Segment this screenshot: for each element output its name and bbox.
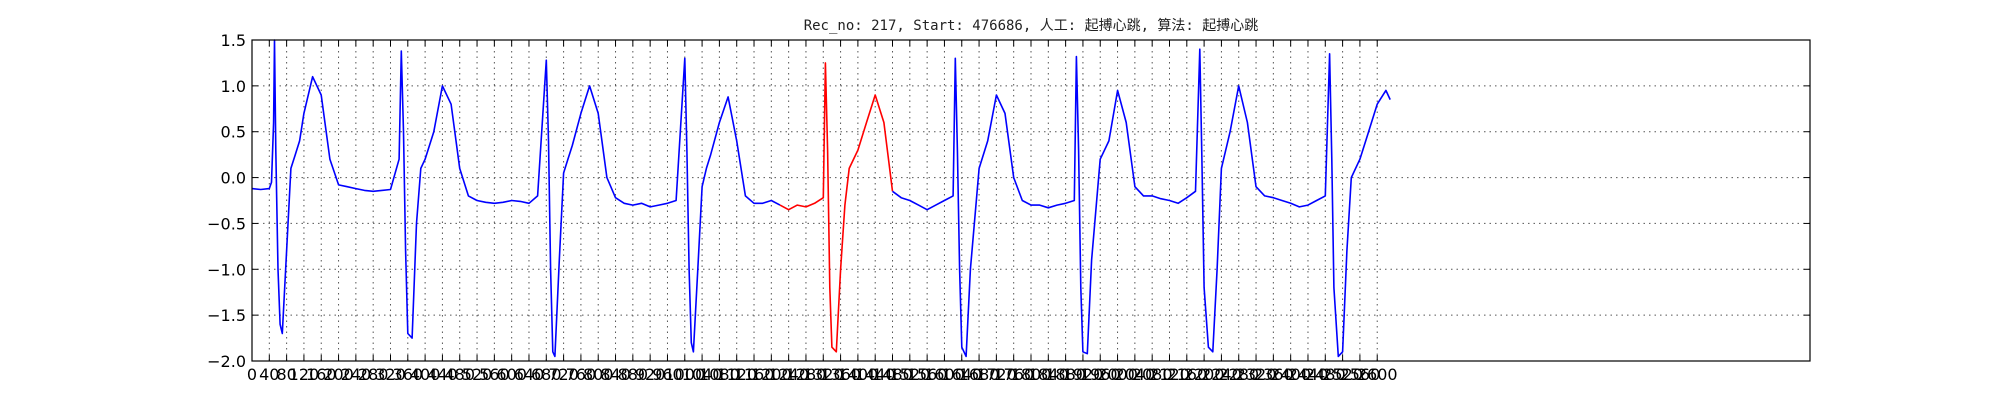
x-tick-label: 1160 — [734, 365, 775, 384]
plot-area — [251, 39, 1391, 358]
grid — [251, 39, 1810, 362]
x-tick-label: 240 — [341, 365, 372, 384]
x-tick-label: 320 — [375, 365, 406, 384]
x-tick-label: 2560 — [1340, 365, 1381, 384]
x-tick-label: 560 — [479, 365, 510, 384]
x-tick-label: 280 — [358, 365, 389, 384]
x-tick-label: 2480 — [1305, 365, 1346, 384]
x-tick-label: 1760 — [993, 365, 1034, 384]
x-tick-label: 840 — [600, 365, 631, 384]
y-tick-label: −0.5 — [207, 214, 246, 233]
x-tick-label: 1440 — [855, 365, 896, 384]
x-tick-label: 80 — [276, 365, 296, 384]
y-tick-label: −1.0 — [207, 260, 246, 279]
ecg-series-line-1 — [251, 39, 781, 358]
y-tick-label: 0.5 — [221, 123, 246, 142]
ecg-series-line-3 — [892, 48, 1391, 358]
y-tick-label: −2.0 — [207, 352, 246, 371]
x-tick-label: 800 — [583, 365, 614, 384]
x-axis: 0 408012016020024028032036040044048052056… — [247, 40, 1398, 384]
y-axis: 1.5 1.0 0.5 0.0 −0.5 −1.0 −1.5 −2.0 — [207, 31, 1810, 371]
x-tick-label: 2160 — [1166, 365, 1207, 384]
x-tick-label: 1320 — [803, 365, 844, 384]
x-tick-label: 2120 — [1149, 365, 1190, 384]
x-tick-label: 2280 — [1218, 365, 1259, 384]
x-tick-label: 1040 — [682, 365, 723, 384]
x-tick-label: 200 — [323, 365, 354, 384]
x-tick-label: 640 — [514, 365, 545, 384]
y-tick-label: 1.0 — [221, 77, 246, 96]
x-tick-label: 920 — [635, 365, 666, 384]
x-tick-label: 2400 — [1270, 365, 1311, 384]
x-tick-label: 600 — [496, 365, 527, 384]
x-tick-label: 720 — [548, 365, 579, 384]
x-tick-label: 1120 — [716, 365, 757, 384]
x-tick-label: 880 — [618, 365, 649, 384]
x-tick-label: 1800 — [1011, 365, 1052, 384]
x-tick-label: 2440 — [1288, 365, 1329, 384]
x-tick-label: 1000 — [664, 365, 705, 384]
x-tick-label: 2240 — [1201, 365, 1242, 384]
x-tick-label: 400 — [410, 365, 441, 384]
y-tick-label: 0.0 — [221, 169, 246, 188]
x-tick-label: 2320 — [1236, 365, 1277, 384]
x-tick-label: 2040 — [1115, 365, 1156, 384]
x-tick-label: 1560 — [907, 365, 948, 384]
y-tick-label: −1.5 — [207, 306, 246, 325]
x-tick-label: 960 — [652, 365, 683, 384]
x-tick-label: 1400 — [838, 365, 879, 384]
x-tick-label: 360 — [393, 365, 424, 384]
x-tick-label: 440 — [427, 365, 458, 384]
x-tick-label: 1720 — [976, 365, 1017, 384]
x-tick-label: 1240 — [768, 365, 809, 384]
x-tick-label: 2520 — [1322, 365, 1363, 384]
x-tick-label: 1840 — [1028, 365, 1069, 384]
x-tick-label: 480 — [444, 365, 475, 384]
x-tick-label: 1600 — [924, 365, 965, 384]
chart-title: Rec_no: 217, Start: 476686, 人工: 起搏心跳, 算法… — [804, 17, 1259, 34]
x-tick-label: 2080 — [1132, 365, 1173, 384]
x-tick-label: 120 — [289, 365, 320, 384]
x-tick-label: 2600 — [1357, 365, 1398, 384]
x-tick-label: 1280 — [786, 365, 827, 384]
x-tick-label: 0 — [247, 365, 257, 384]
x-tick-label: 2200 — [1184, 365, 1225, 384]
x-tick-label: 1480 — [872, 365, 913, 384]
x-tick-label: 40 — [259, 365, 279, 384]
x-tick-label: 1920 — [1063, 365, 1104, 384]
x-tick-label: 1880 — [1045, 365, 1086, 384]
x-tick-label: 760 — [566, 365, 597, 384]
x-tick-label: 1080 — [699, 365, 740, 384]
x-tick-label: 2360 — [1253, 365, 1294, 384]
x-tick-label: 1200 — [751, 365, 792, 384]
x-tick-label: 1360 — [820, 365, 861, 384]
plot-frame — [251, 39, 1811, 362]
x-tick-label: 1960 — [1080, 365, 1121, 384]
y-tick-label: 1.5 — [221, 31, 246, 50]
x-tick-label: 2000 — [1097, 365, 1138, 384]
x-tick-label: 160 — [306, 365, 337, 384]
x-tick-label: 520 — [462, 365, 493, 384]
x-tick-label: 1640 — [941, 365, 982, 384]
x-tick-label: 1520 — [889, 365, 930, 384]
x-tick-label: 1680 — [959, 365, 1000, 384]
ecg-series-line-2 — [779, 62, 894, 353]
x-tick-label: 680 — [531, 365, 562, 384]
